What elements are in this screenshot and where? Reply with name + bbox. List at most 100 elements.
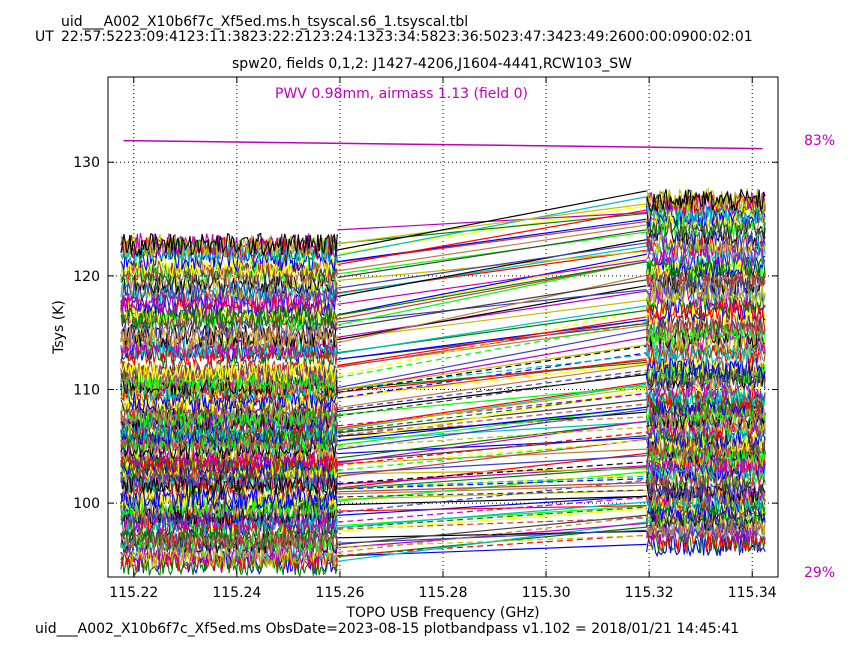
spectrum-left-band	[120, 290, 338, 316]
connector-line	[337, 426, 647, 448]
connector-line	[337, 420, 647, 464]
connector-line	[337, 190, 647, 251]
connector-line	[337, 501, 647, 529]
y-axis-label: Tsys (K)	[51, 300, 67, 355]
connector-line	[337, 506, 647, 529]
connector-line	[337, 279, 647, 329]
transmission-curve	[123, 139, 763, 150]
connector-line	[337, 399, 647, 434]
connector-line	[337, 289, 647, 323]
spectrum-right-band	[646, 527, 766, 552]
connector-line	[337, 439, 647, 471]
connector-line	[337, 392, 647, 433]
connector-line	[337, 328, 647, 389]
connector-line	[337, 475, 647, 489]
spectrum-left-band	[120, 360, 338, 385]
spectrum-right-band	[646, 514, 766, 539]
connector-line	[337, 421, 647, 442]
connector-line	[337, 242, 647, 289]
spectrum-left-band	[120, 232, 338, 257]
connector-line	[337, 535, 647, 548]
spectrum-right-band	[646, 434, 766, 459]
spectrum-left-band	[120, 305, 338, 332]
spectrum-left-band	[120, 451, 338, 476]
y-tick-label: 110	[73, 383, 100, 399]
x-tick-label: 115.22	[109, 585, 158, 601]
spectrum-left-band	[120, 233, 338, 258]
connector-line	[337, 218, 647, 263]
spectrum-left-band	[120, 510, 338, 537]
connector-line	[337, 489, 647, 500]
x-axis-label: TOPO USB Frequency (GHz)	[345, 605, 539, 621]
connector-line	[337, 514, 647, 546]
spectrum-left-band	[120, 406, 338, 433]
data-traces	[120, 139, 766, 577]
connector-line	[337, 478, 647, 490]
spectrum-right-band	[646, 188, 766, 213]
connector-line	[337, 468, 647, 475]
ut-times: 22:57:5223:09:4123:11:3823:22:2123:24:13…	[61, 29, 753, 45]
connector-line	[337, 318, 647, 368]
y-tick-label: 120	[73, 269, 100, 285]
connector-line	[337, 385, 647, 416]
connector-line	[337, 495, 647, 506]
spectrum-left-band	[120, 372, 338, 398]
connector-line	[337, 386, 647, 430]
connector-line	[337, 437, 647, 455]
connector-line	[337, 543, 647, 557]
table-title: uid___A002_X10b6f7c_Xf5ed.ms.h_tsyscal.s…	[61, 14, 469, 30]
spectrum-left-band	[120, 526, 338, 553]
y-tick-label: 100	[73, 496, 100, 512]
connector-line	[337, 505, 647, 527]
spectrum-right-band	[646, 385, 766, 408]
connector-line	[337, 359, 647, 393]
spectrum-left-band	[120, 232, 338, 258]
spectrum-left-band	[120, 438, 338, 463]
spectrum-left-band	[120, 255, 338, 279]
connector-line	[337, 239, 647, 298]
connector-line	[337, 290, 647, 338]
connector-line	[337, 231, 647, 275]
connector-line	[337, 479, 647, 514]
connector-line	[337, 369, 647, 411]
spectrum-right-band	[646, 515, 766, 540]
connector-line	[337, 319, 647, 360]
connector-line	[337, 253, 647, 316]
connector-line	[337, 465, 647, 485]
spectrum-right-band	[646, 330, 766, 354]
annotation-pwv: PWV 0.98mm, airmass 1.13 (field 0)	[275, 86, 528, 102]
spectrum-left-band	[120, 529, 338, 554]
x-tick-label: 115.34	[728, 585, 777, 601]
y-tick-label: 130	[73, 155, 100, 171]
spectrum-left-band	[120, 470, 338, 496]
connector-line	[337, 364, 647, 409]
spectrum-right-band	[646, 187, 766, 212]
right-label-top: 83%	[804, 133, 835, 149]
connector-line	[337, 508, 647, 532]
spectrum-right-band	[646, 291, 766, 317]
connector-line	[337, 259, 647, 305]
spectrum-right-band	[646, 204, 766, 228]
connector-line	[337, 224, 647, 272]
connector-line	[337, 420, 647, 459]
connector-line	[337, 461, 647, 485]
connector-line	[337, 389, 647, 442]
connector-line	[337, 406, 647, 442]
spectrum-right-band	[646, 403, 766, 429]
spectrum-right-band	[646, 356, 766, 382]
connector-line	[337, 316, 647, 367]
connector-line	[337, 515, 647, 554]
spectrum-left-band	[120, 302, 338, 328]
right-label-bottom: 29%	[804, 565, 835, 581]
spectrum-right-band	[646, 241, 766, 266]
spectrum-right-band	[646, 228, 766, 254]
connector-line	[337, 353, 647, 391]
connector-line	[337, 209, 647, 266]
spectrum-right-band	[646, 201, 766, 225]
connector-line	[337, 484, 647, 495]
connector-line	[337, 373, 647, 413]
spectrum-right-band	[646, 322, 766, 345]
connector-line	[337, 482, 647, 493]
connector-line	[337, 229, 647, 279]
